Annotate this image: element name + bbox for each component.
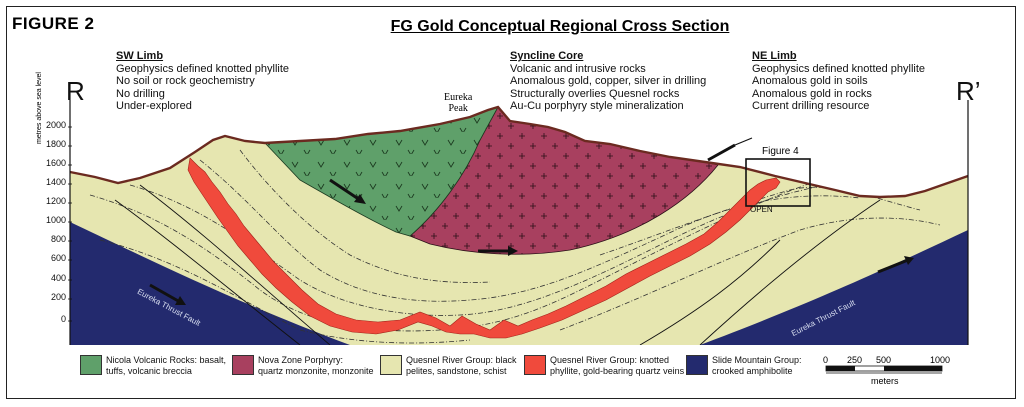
movement-arrow bbox=[149, 283, 181, 304]
syncline-core-heading: Syncline Core bbox=[510, 50, 584, 62]
ne-limb-line: Geophysics defined knotted phyllite bbox=[752, 62, 926, 75]
y-tick: 1200 bbox=[45, 196, 66, 206]
y-tick: 1000 bbox=[45, 215, 66, 225]
movement-arrow bbox=[877, 258, 909, 274]
legend-swatch-nicola bbox=[80, 355, 102, 375]
sw-limb-line: Geophysics defined knotted phyllite bbox=[116, 62, 290, 75]
syncline-core-line: Au-Cu porphyry style mineralization bbox=[510, 100, 684, 112]
y-tick: 1600 bbox=[45, 158, 66, 168]
legend-swatch-slide-mountain bbox=[686, 355, 708, 375]
syncline-core-line: Anomalous gold, copper, silver in drilli… bbox=[510, 75, 707, 87]
y-tick: 800 bbox=[50, 234, 66, 244]
figure-frame bbox=[6, 6, 1016, 399]
legend-phyllite: Quesnel River Group: knotted phyllite, g… bbox=[550, 355, 684, 377]
eureka-peak-label-line: Peak bbox=[448, 103, 468, 114]
figure-label: FIGURE 2 bbox=[12, 14, 95, 33]
legend-line: Quesnel River Group: knotted bbox=[550, 355, 670, 365]
open-label: OPEN bbox=[750, 205, 773, 214]
syncline-core-line: Volcanic and intrusive rocks bbox=[510, 62, 646, 75]
eureka-peak-label: Eureka Peak bbox=[444, 92, 472, 114]
legend-pelite: Quesnel River Group: black pelites, sand… bbox=[406, 355, 517, 377]
ne-limb-heading: NE Limb bbox=[752, 50, 797, 62]
y-tick: 0 bbox=[60, 314, 66, 324]
ne-limb-line: Anomalous gold in soils bbox=[752, 75, 868, 87]
legend-slide-mountain: Slide Mountain Group: crooked amphibolit… bbox=[712, 355, 802, 377]
section-end-left: R bbox=[66, 76, 85, 106]
legend-nicola: Nicola Volcanic Rocks: basalt, tuffs, vo… bbox=[106, 355, 226, 377]
legend-line: Nicola Volcanic Rocks: basalt, bbox=[106, 355, 227, 365]
ne-limb-line: Anomalous gold in rocks bbox=[752, 87, 872, 100]
legend-line: tuffs, volcanic breccia bbox=[106, 366, 192, 376]
figure4-box bbox=[745, 158, 811, 207]
y-tick: 600 bbox=[50, 253, 66, 263]
scale-tick: 250 bbox=[847, 355, 863, 365]
movement-arrow bbox=[329, 178, 361, 202]
movement-arrow bbox=[707, 143, 736, 162]
legend-porphyry: Nova Zone Porphyry: quartz monzonite, mo… bbox=[258, 355, 374, 377]
topographic-profile bbox=[69, 105, 969, 199]
legend-line: phyllite, gold-bearing quartz veins bbox=[550, 366, 685, 376]
legend-swatch-phyllite bbox=[524, 355, 546, 375]
sw-limb-line: Under-explored bbox=[116, 100, 192, 112]
scale-tick: 0 bbox=[823, 355, 829, 365]
scale-unit: meters bbox=[871, 376, 899, 386]
sw-limb-notes: SW Limb Geophysics defined knotted phyll… bbox=[116, 50, 289, 113]
slide-mountain-unit-right bbox=[700, 230, 968, 345]
scale-tick: 1000 bbox=[930, 355, 951, 365]
legend-line: Quesnel River Group: black bbox=[406, 355, 517, 365]
legend-line: Slide Mountain Group: bbox=[712, 355, 802, 365]
legend-line: quartz monzonite, monzonite bbox=[258, 366, 374, 376]
y-tick: 1400 bbox=[45, 177, 66, 187]
scale-tick: 500 bbox=[876, 355, 892, 365]
eureka-peak-label-line: Eureka bbox=[444, 92, 473, 103]
ne-limb-notes: NE Limb Geophysics defined knotted phyll… bbox=[752, 50, 925, 113]
sw-limb-heading: SW Limb bbox=[116, 50, 164, 62]
sw-limb-line: No drilling bbox=[116, 87, 165, 100]
legend-line: crooked amphibolite bbox=[712, 366, 793, 376]
legend-line: pelites, sandstone, schist bbox=[406, 366, 507, 376]
figure-title: FG Gold Conceptual Regional Cross Sectio… bbox=[390, 18, 730, 35]
knotted-phyllite-band bbox=[187, 157, 781, 339]
y-tick: 200 bbox=[50, 292, 66, 302]
y-tick: 2000 bbox=[45, 120, 66, 130]
legend-line: Nova Zone Porphyry: bbox=[258, 355, 344, 365]
scale-bar bbox=[825, 365, 943, 374]
legend-swatch-pelite bbox=[380, 355, 402, 375]
syncline-core-line: Structurally overlies Quesnel rocks bbox=[510, 87, 680, 100]
y-tick: 1800 bbox=[45, 139, 66, 149]
syncline-core-notes: Syncline Core Volcanic and intrusive roc… bbox=[510, 50, 706, 113]
slide-mountain-unit-left bbox=[70, 222, 350, 345]
figure4-label: Figure 4 bbox=[762, 146, 799, 157]
legend-swatch-porphyry bbox=[232, 355, 254, 375]
ne-limb-line: Current drilling resource bbox=[752, 100, 870, 112]
y-tick: 400 bbox=[50, 273, 66, 283]
sw-limb-line: No soil or rock geochemistry bbox=[116, 75, 255, 87]
